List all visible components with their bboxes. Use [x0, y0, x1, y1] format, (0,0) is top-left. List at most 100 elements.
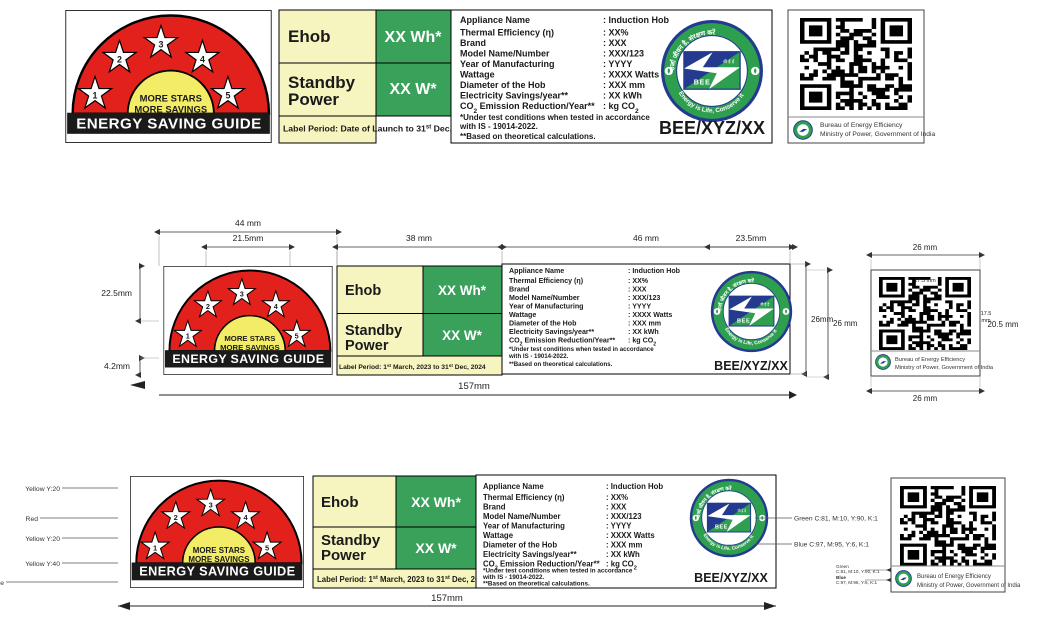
- svg-text:Brand: Brand: [460, 38, 486, 48]
- svg-text:: XXXX Watts: : XXXX Watts: [606, 531, 655, 540]
- svg-text:: Induction Hob: : Induction Hob: [603, 15, 669, 25]
- svg-text:Model Name/Number: Model Name/Number: [460, 49, 550, 59]
- svg-text:Label Period: Date of Launch t: Label Period: Date of Launch to 31st Dec…: [283, 124, 474, 134]
- svg-text:: YYYY: : YYYY: [606, 522, 632, 531]
- svg-text:**Based on theoretical calcula: **Based on theoretical calculations.: [460, 132, 596, 141]
- svg-text:Ministry of Power, Government: Ministry of Power, Government of India: [895, 365, 994, 371]
- svg-text:Model Name/Number: Model Name/Number: [509, 294, 580, 302]
- svg-text:: XXX: : XXX: [606, 503, 627, 512]
- svg-text:XX Wh*: XX Wh*: [411, 494, 461, 510]
- svg-text:: XXX mm: : XXX mm: [628, 320, 661, 328]
- svg-text:with IS - 19014-2022.: with IS - 19014-2022.: [459, 122, 538, 131]
- svg-text:: XX kWh: : XX kWh: [628, 328, 659, 336]
- svg-text:: YYYY: : YYYY: [628, 303, 651, 311]
- svg-text:Power: Power: [288, 90, 339, 109]
- svg-text:: XX kWh: : XX kWh: [603, 91, 642, 101]
- svg-text:Bureau of Energy Efficiency: Bureau of Energy Efficiency: [895, 357, 965, 363]
- svg-text:Ehob: Ehob: [288, 27, 331, 46]
- svg-text:XX Wh*: XX Wh*: [385, 29, 443, 46]
- svg-text:Appliance Name: Appliance Name: [483, 482, 544, 491]
- svg-text:Wattage: Wattage: [460, 70, 495, 80]
- svg-text:: XXX mm: : XXX mm: [603, 80, 645, 90]
- svg-text:*Under test conditions when te: *Under test conditions when tested in ac…: [509, 346, 654, 353]
- svg-text:Appliance Name: Appliance Name: [509, 267, 564, 275]
- svg-text:: XX kWh: : XX kWh: [606, 550, 640, 559]
- svg-text:Standby: Standby: [345, 323, 402, 339]
- svg-text:BEE/XYZ/XX: BEE/XYZ/XX: [694, 571, 768, 585]
- svg-text:Label Period: 1st March, 2023: Label Period: 1st March, 2023 to 31st De…: [317, 575, 489, 584]
- svg-text:C:97, M:95, Y:6, K:1: C:97, M:95, Y:6, K:1: [836, 580, 877, 585]
- svg-text:Brand: Brand: [509, 286, 530, 294]
- svg-text:Year of Manufacturing: Year of Manufacturing: [460, 59, 555, 69]
- svg-text:: Induction Hob: : Induction Hob: [606, 482, 663, 491]
- svg-text:Diameter of the Hob: Diameter of the Hob: [483, 541, 557, 550]
- svg-text:Appliance Name: Appliance Name: [460, 15, 530, 25]
- svg-text:**Based on theoretical calcula: **Based on theoretical calculations.: [509, 361, 613, 368]
- svg-text:26 mm: 26 mm: [913, 243, 938, 252]
- svg-text:Power: Power: [345, 338, 389, 354]
- svg-text:: XXX/123: : XXX/123: [628, 294, 660, 302]
- svg-text:Ehob: Ehob: [345, 283, 381, 299]
- svg-text:XX W*: XX W*: [415, 540, 457, 556]
- svg-text:Yellow Y:20: Yellow Y:20: [25, 536, 60, 543]
- svg-text:Wattage: Wattage: [509, 311, 536, 319]
- svg-text:BEE/XYZ/XX: BEE/XYZ/XX: [659, 118, 765, 138]
- svg-text:Electricity Savings/year**: Electricity Savings/year**: [483, 550, 578, 559]
- svg-text:: XXX: : XXX: [628, 286, 647, 294]
- svg-text:Thermal Efficiency (η): Thermal Efficiency (η): [460, 28, 554, 38]
- svg-text:26 mm: 26 mm: [913, 394, 938, 403]
- svg-text:26 mm: 26 mm: [833, 319, 858, 328]
- svg-text:Label Period: 1st March, 2023: Label Period: 1st March, 2023 to 31st De…: [339, 363, 486, 372]
- svg-text:Diameter of the Hob: Diameter of the Hob: [509, 320, 577, 328]
- svg-text:38 mm: 38 mm: [406, 233, 432, 243]
- svg-text:Ministry of Power, Government: Ministry of Power, Government of India: [917, 583, 1021, 589]
- svg-text:Green C:81, M:10, Y:90, K:1: Green C:81, M:10, Y:90, K:1: [794, 516, 878, 523]
- svg-text:BEE/XYZ/XX: BEE/XYZ/XX: [714, 359, 788, 373]
- svg-text:Wattage: Wattage: [483, 531, 514, 540]
- svg-text:17.5: 17.5: [981, 311, 992, 317]
- svg-text:Yellow Y:40: Yellow Y:40: [25, 561, 60, 568]
- svg-text:Blue C:97, M:95, Y:6, K:1: Blue C:97, M:95, Y:6, K:1: [794, 542, 869, 549]
- svg-text:26mm: 26mm: [811, 315, 834, 324]
- svg-text:Red: Red: [26, 516, 39, 523]
- svg-text:: XXX/123: : XXX/123: [606, 512, 642, 521]
- svg-text:46 mm: 46 mm: [633, 233, 659, 243]
- svg-text:C:81, M:10, Y:90, K:1: C:81, M:10, Y:90, K:1: [836, 569, 880, 574]
- svg-text:Bureau of Energy Efficiency: Bureau of Energy Efficiency: [820, 122, 903, 129]
- svg-text:: XXX/123: : XXX/123: [603, 49, 644, 59]
- svg-text:*Under test conditions when te: *Under test conditions when tested in ac…: [460, 113, 650, 122]
- svg-text:: Induction Hob: : Induction Hob: [628, 267, 681, 275]
- svg-text:Diameter of the Hob: Diameter of the Hob: [460, 80, 546, 90]
- svg-text:44 mm: 44 mm: [235, 218, 261, 228]
- svg-text:with IS - 19014-2022.: with IS - 19014-2022.: [508, 353, 569, 360]
- svg-text:: XX%: : XX%: [628, 277, 649, 285]
- svg-text:Thermal Efficiency (η): Thermal Efficiency (η): [509, 277, 584, 285]
- svg-text:157mm: 157mm: [431, 593, 463, 604]
- svg-text:Brand: Brand: [483, 503, 506, 512]
- svg-text:20.5 mm: 20.5 mm: [987, 320, 1018, 329]
- svg-text:Yellow Y:20: Yellow Y:20: [25, 486, 60, 493]
- svg-text:157mm: 157mm: [458, 381, 490, 392]
- svg-text:Electricity Savings/year**: Electricity Savings/year**: [509, 328, 594, 336]
- svg-text:Black 9.5pt text while: Black 9.5pt text while: [0, 580, 4, 587]
- svg-text:Thermal Efficiency (η): Thermal Efficiency (η): [483, 493, 565, 502]
- svg-text:: XXX mm: : XXX mm: [606, 541, 642, 550]
- svg-text:Ministry of Power, Government: Ministry of Power, Government of India: [820, 131, 936, 138]
- svg-text:: XXXX Watts: : XXXX Watts: [628, 311, 672, 319]
- svg-text:4.2mm: 4.2mm: [104, 361, 130, 371]
- svg-text:: XX%: : XX%: [603, 28, 629, 38]
- svg-text:Year of Manufacturing: Year of Manufacturing: [483, 522, 565, 531]
- svg-text:XX W*: XX W*: [442, 328, 483, 343]
- svg-text:23.5mm: 23.5mm: [736, 233, 767, 243]
- svg-text:22.5mm: 22.5mm: [101, 288, 132, 298]
- svg-text:XX Wh*: XX Wh*: [438, 283, 487, 298]
- svg-text:: XX%: : XX%: [606, 493, 628, 502]
- svg-text:Power: Power: [321, 547, 366, 564]
- svg-text:Model Name/Number: Model Name/Number: [483, 512, 561, 521]
- svg-text:Electricity Savings/year**: Electricity Savings/year**: [460, 91, 569, 101]
- svg-text:Ehob: Ehob: [321, 494, 359, 511]
- svg-text:: YYYY: : YYYY: [603, 59, 632, 69]
- svg-text:XX W*: XX W*: [389, 81, 437, 98]
- svg-text:: XXX: : XXX: [603, 38, 627, 48]
- svg-text:Bureau of Energy Efficiency: Bureau of Energy Efficiency: [917, 574, 991, 580]
